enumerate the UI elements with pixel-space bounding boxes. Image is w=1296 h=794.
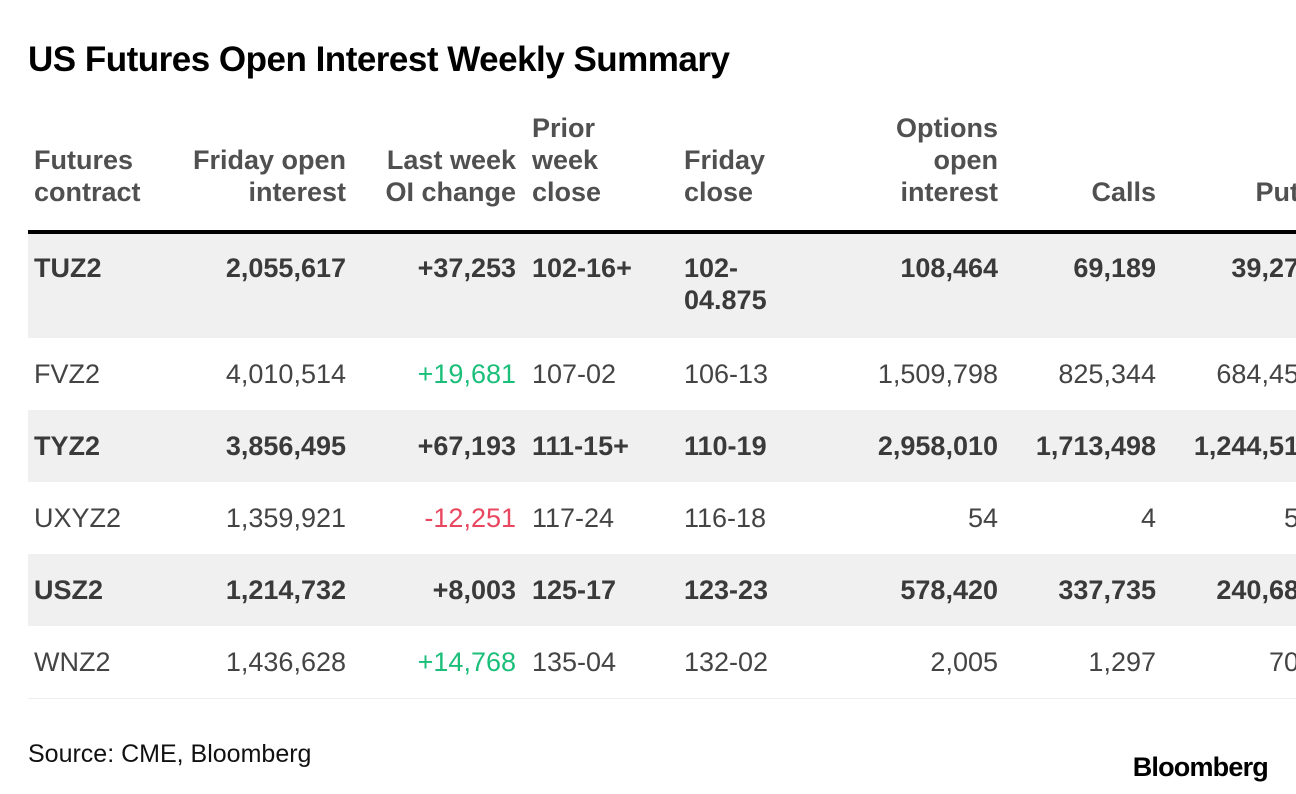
table-row: FVZ2 4,010,514 +19,681 107-02 106-13 1,509,79… [28, 338, 1296, 410]
header-last-week-oi-change: Last week OI change [346, 112, 516, 234]
cell-contract: WNZ2 [28, 626, 174, 699]
cell-options-open-interest: 578,420 [834, 554, 998, 626]
cell-puts: 39,275 [1156, 232, 1296, 338]
cell-prior-week-close: 125-17 [516, 554, 666, 626]
header-line: Prior [532, 113, 596, 143]
header-futures-contract: Futures contract [28, 112, 174, 234]
cell-prior-week-close: 135-04 [516, 626, 666, 699]
cell-friday-open-interest: 2,055,617 [174, 232, 346, 338]
header-friday-open-interest: Friday open interest [174, 112, 346, 234]
header-line: interest [900, 177, 998, 207]
cell-oi-change: +67,193 [346, 410, 516, 482]
header-line: OI change [385, 177, 516, 207]
cell-contract: TUZ2 [28, 232, 174, 338]
header-line: Options [896, 113, 998, 143]
cell-calls: 69,189 [998, 232, 1156, 338]
open-interest-table: Futures contract Friday open interest Last w… [28, 112, 1296, 699]
cell-calls: 1,713,498 [998, 410, 1156, 482]
cell-options-open-interest: 54 [967, 503, 998, 533]
cell-prior-week-close: 107-02 [532, 359, 617, 389]
header-prior-week-close: Prior week close [516, 112, 666, 234]
cell-puts: 1,244,512 [1156, 410, 1296, 482]
bloomberg-logo: Bloomberg [1132, 752, 1269, 782]
cell-friday-open-interest: 1,214,732 [174, 554, 346, 626]
header-puts: Puts [1156, 112, 1296, 234]
cell-options-open-interest: 108,464 [834, 232, 998, 338]
cell-options-open-interest: 2,005 [834, 626, 998, 699]
header-line: close [684, 177, 754, 207]
header-line: Friday open [192, 145, 346, 175]
cell-friday-open-interest: 1,436,628 [174, 626, 346, 699]
header-line: interest [248, 177, 346, 207]
header-line: close [532, 177, 602, 207]
cell-friday-open-interest: 3,856,495 [174, 410, 346, 482]
cell-options-open-interest: 2,958,010 [834, 410, 998, 482]
header-line: contract [34, 177, 141, 207]
cell-prior-week-close: 117-24 [532, 503, 615, 533]
cell-oi-change: +19,681 [417, 359, 516, 389]
cell-friday-close: 132-02 [666, 626, 834, 699]
cell-prior-week-close: 102-16+ [516, 232, 666, 338]
header-row: Futures contract Friday open interest Last w… [28, 112, 1296, 234]
table-row: TUZ2 2,055,617 +37,253 102-16+ 102- 04.875 108… [28, 232, 1296, 338]
table-row: TYZ2 3,856,495 +67,193 111-15+ 110-19 2,958,0… [28, 410, 1296, 482]
cell-friday-close: 116-18 [684, 503, 767, 533]
cell-calls: 337,735 [998, 554, 1156, 626]
cell-oi-change: +14,768 [346, 626, 516, 699]
cell-friday-close: 123-23 [666, 554, 834, 626]
cell-friday-close: 102- 04.875 [666, 232, 834, 338]
header-line: Calls [1091, 177, 1156, 207]
cell-friday-close: 106-13 [684, 359, 769, 389]
source-note: Source: CME, Bloomberg [28, 740, 312, 768]
cell-friday-open-interest: 4,010,514 [225, 359, 346, 389]
table-body: TUZ2 2,055,617 +37,253 102-16+ 102- 04.875 108… [28, 232, 1296, 699]
cell-puts: 684,454 [1216, 359, 1296, 389]
chart-title: US Futures Open Interest Weekly Summary [28, 40, 730, 79]
cell-calls: 1,297 [998, 626, 1156, 699]
cell-friday-open-interest: 1,359,921 [225, 503, 346, 533]
header-options-open-interest: Options open interest [834, 112, 999, 234]
cell-puts: 50 [1283, 503, 1296, 533]
cell-prior-week-close: 111-15+ [516, 410, 666, 482]
cell-calls: 4 [1140, 503, 1156, 533]
cell-contract: UXYZ2 [34, 503, 122, 533]
header-calls: Calls [998, 112, 1156, 234]
cell-contract: USZ2 [28, 554, 174, 626]
cell-contract: TYZ2 [28, 410, 174, 482]
cell-oi-change: +37,253 [346, 232, 516, 338]
cell-friday-close: 110-19 [666, 410, 834, 482]
header-line: Futures [34, 145, 134, 175]
cell-puts: 708 [1156, 626, 1296, 699]
header-line: Friday [684, 145, 766, 175]
header-line: Last week [386, 145, 516, 175]
table-row: WNZ2 1,436,628 +14,768 135-04 132-02 2,005 1,2… [28, 626, 1296, 699]
header-line: week [532, 145, 599, 175]
header-friday-close: Friday close [666, 112, 834, 234]
cell-oi-change: +8,003 [346, 554, 516, 626]
cell-options-open-interest: 1,509,798 [877, 359, 998, 389]
table-row: UXYZ2 1,359,921 -12,251 117-24 116-18 54 4 50 [28, 482, 1296, 554]
cell-contract: FVZ2 [34, 359, 101, 389]
table-row: USZ2 1,214,732 +8,003 125-17 123-23 578,420 33… [28, 554, 1296, 626]
cell-calls: 825,344 [1058, 359, 1156, 389]
cell-oi-change: -12,251 [424, 503, 516, 533]
header-line: Puts [1255, 177, 1296, 207]
header-line: open [933, 145, 999, 175]
cell-puts: 240,685 [1156, 554, 1296, 626]
